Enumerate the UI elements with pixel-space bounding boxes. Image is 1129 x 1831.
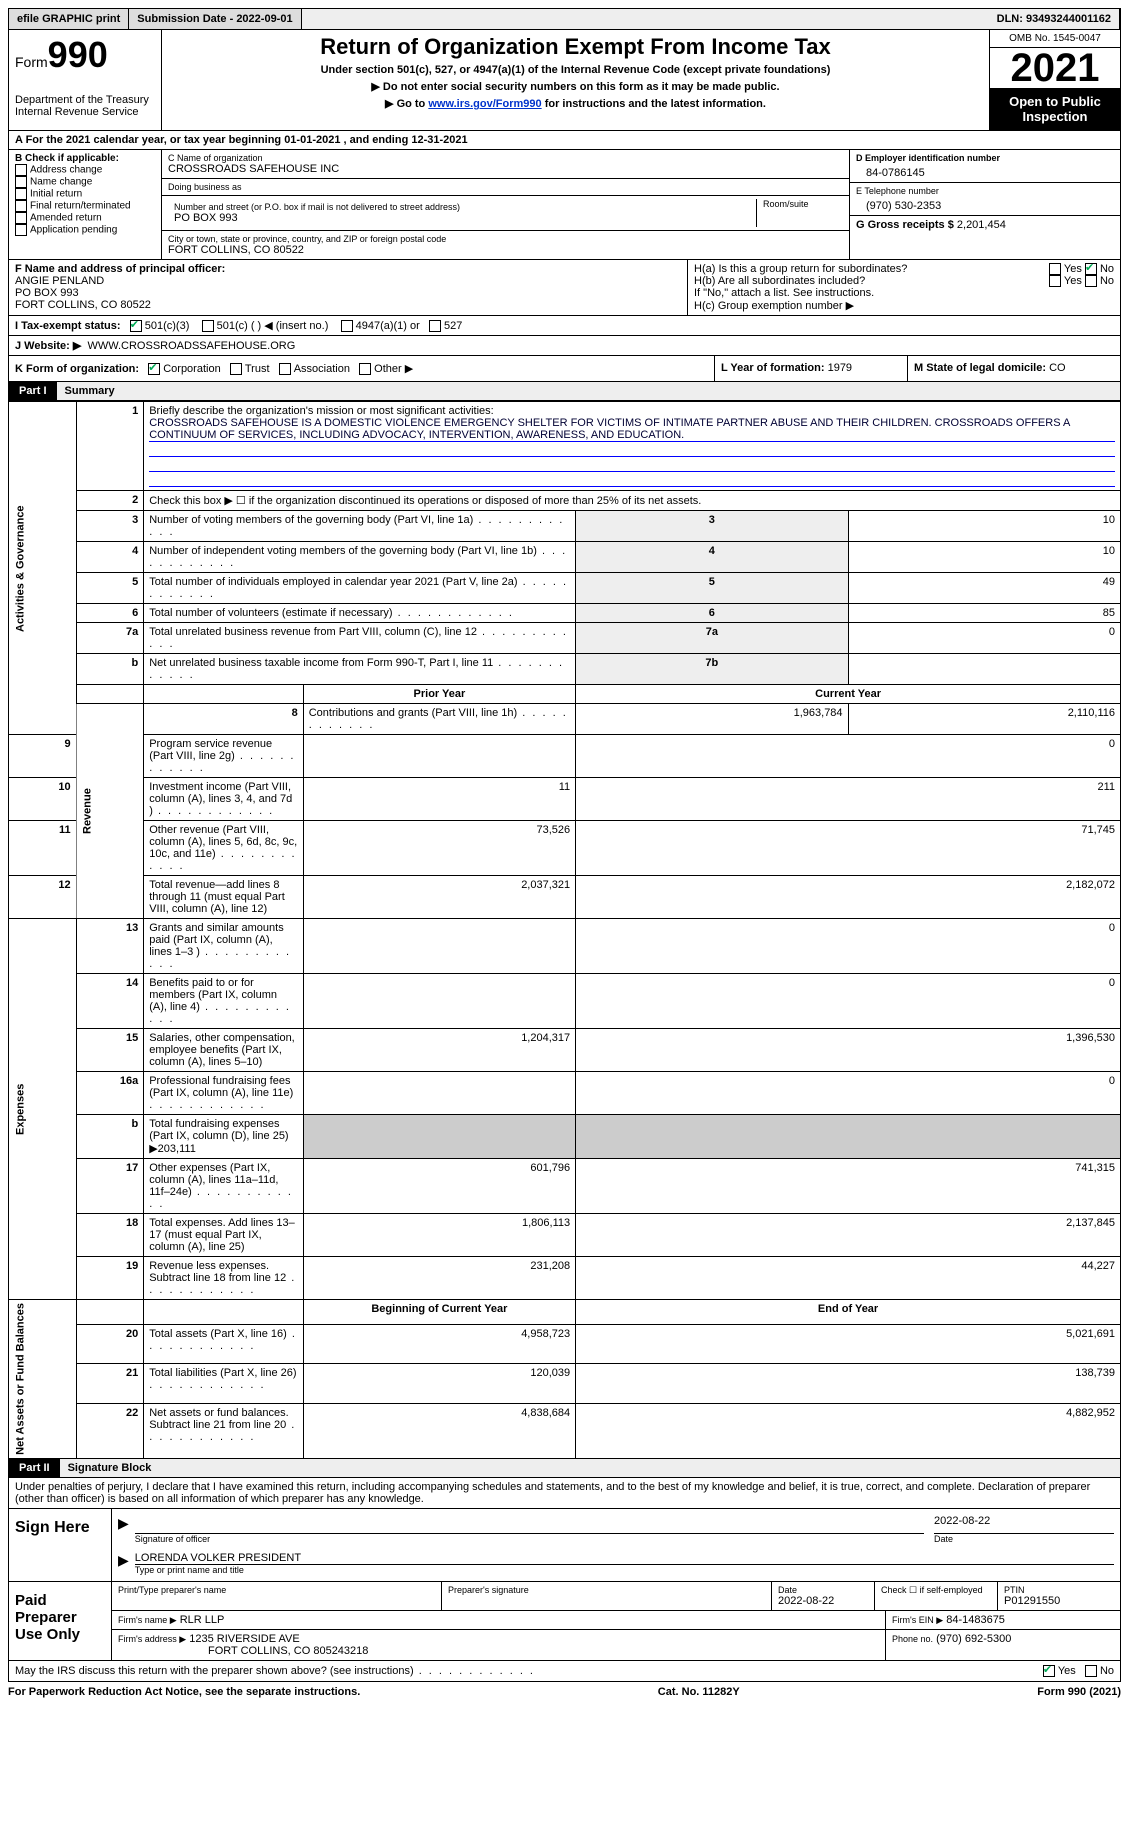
line2-text: Check this box ▶ ☐ if the organization d… (144, 491, 1121, 511)
entity-block: B Check if applicable: Address change Na… (8, 150, 1121, 260)
form-subtitle: Under section 501(c), 527, or 4947(a)(1)… (168, 64, 983, 76)
phone-value: (970) 530-2353 (856, 196, 1114, 212)
side-activities-governance: Activities & Governance (9, 402, 77, 735)
h-b-label: H(b) Are all subordinates included? (694, 275, 1049, 287)
h-c-label: H(c) Group exemption number ▶ (694, 299, 1114, 312)
line7b-value (848, 654, 1120, 685)
state-domicile: CO (1049, 362, 1066, 374)
org-name: CROSSROADS SAFEHOUSE INC (168, 163, 843, 175)
dept-treasury: Department of the Treasury (15, 94, 155, 106)
initial-return-checkbox[interactable] (15, 188, 27, 200)
h-b-note: If "No," attach a list. See instructions… (694, 287, 1114, 299)
tax-year: 2021 (990, 48, 1120, 88)
row-a-tax-year: A For the 2021 calendar year, or tax yea… (8, 131, 1121, 150)
instructions-link[interactable]: www.irs.gov/Form990 (428, 98, 541, 110)
city-value: FORT COLLINS, CO 80522 (168, 244, 843, 256)
firm-phone: (970) 692-5300 (936, 1633, 1011, 1645)
final-return-checkbox[interactable] (15, 200, 27, 212)
sign-here-block: Sign Here ▶ Signature of officer 2022-08… (8, 1509, 1121, 1582)
website-value: WWW.CROSSROADSSAFEHOUSE.ORG (87, 340, 295, 352)
room-suite-label: Room/suite (757, 199, 843, 227)
amended-return-checkbox[interactable] (15, 212, 27, 224)
sig-date-label: Date (934, 1534, 1114, 1544)
name-change-checkbox[interactable] (15, 176, 27, 188)
association-checkbox[interactable] (279, 363, 291, 375)
mission-text: CROSSROADS SAFEHOUSE IS A DOMESTIC VIOLE… (149, 417, 1115, 442)
street-value: PO BOX 993 (174, 212, 750, 224)
form-number: Form990 (15, 34, 155, 76)
discuss-yes-checkbox[interactable] (1043, 1665, 1055, 1677)
form-header: Form990 Department of the Treasury Inter… (8, 30, 1121, 131)
officer-name-label: Type or print name and title (135, 1565, 1114, 1575)
dba-label: Doing business as (168, 182, 843, 192)
firm-addr1: 1235 RIVERSIDE AVE (189, 1633, 299, 1645)
line3-value: 10 (848, 511, 1120, 542)
top-bar: efile GRAPHIC print Submission Date - 20… (8, 8, 1121, 30)
other-checkbox[interactable] (359, 363, 371, 375)
ein-label: D Employer identification number (856, 153, 1114, 163)
open-to-public: Open to Public Inspection (990, 88, 1120, 130)
box-b: B Check if applicable: Address change Na… (9, 150, 162, 259)
hb-yes-checkbox[interactable] (1049, 275, 1061, 287)
hb-no-checkbox[interactable] (1085, 275, 1097, 287)
527-checkbox[interactable] (429, 320, 441, 332)
trust-checkbox[interactable] (230, 363, 242, 375)
form-org-row: K Form of organization: Corporation Trus… (8, 356, 1121, 382)
h-a-label: H(a) Is this a group return for subordin… (694, 263, 1049, 275)
dln: DLN: 93493244001162 (989, 9, 1120, 29)
form-title: Return of Organization Exempt From Incom… (168, 34, 983, 60)
ha-yes-checkbox[interactable] (1049, 263, 1061, 275)
form-note-2: ▶ Go to www.irs.gov/Form990 for instruct… (168, 97, 983, 110)
discuss-row: May the IRS discuss this return with the… (8, 1661, 1121, 1682)
501c-checkbox[interactable] (202, 320, 214, 332)
officer-addr1: PO BOX 993 (15, 287, 681, 299)
gross-receipts-value: 2,201,454 (957, 219, 1006, 231)
address-change-checkbox[interactable] (15, 164, 27, 176)
sig-officer-label: Signature of officer (135, 1534, 924, 1544)
officer-printed-name: LORENDA VOLKER PRESIDENT (135, 1552, 1114, 1565)
officer-addr2: FORT COLLINS, CO 80522 (15, 299, 681, 311)
officer-block: F Name and address of principal officer:… (8, 260, 1121, 316)
line7a-value: 0 (848, 623, 1120, 654)
city-label: City or town, state or province, country… (168, 234, 843, 244)
line1-label: Briefly describe the organization's miss… (149, 405, 493, 417)
application-pending-checkbox[interactable] (15, 224, 27, 236)
efile-print-button[interactable]: efile GRAPHIC print (9, 9, 129, 29)
ha-no-checkbox[interactable] (1085, 263, 1097, 275)
501c3-checkbox[interactable] (130, 320, 142, 332)
form-note-1: ▶ Do not enter social security numbers o… (168, 80, 983, 93)
declaration-text: Under penalties of perjury, I declare th… (8, 1478, 1121, 1509)
discuss-no-checkbox[interactable] (1085, 1665, 1097, 1677)
part-2-header: Part IISignature Block (8, 1459, 1121, 1478)
tax-exempt-row: I Tax-exempt status: 501(c)(3) 501(c) ( … (8, 316, 1121, 336)
firm-ein: 84-1483675 (946, 1614, 1005, 1626)
4947-checkbox[interactable] (341, 320, 353, 332)
sig-date: 2022-08-22 (934, 1515, 1114, 1534)
phone-label: E Telephone number (856, 186, 1114, 196)
side-expenses: Expenses (9, 919, 77, 1300)
irs-label: Internal Revenue Service (15, 106, 155, 118)
ptin-value: P01291550 (1004, 1595, 1114, 1607)
org-name-label: C Name of organization (168, 153, 843, 163)
paid-preparer-block: Paid Preparer Use Only Print/Type prepar… (8, 1582, 1121, 1661)
side-net-assets: Net Assets or Fund Balances (9, 1300, 77, 1459)
page-footer: For Paperwork Reduction Act Notice, see … (8, 1682, 1121, 1698)
officer-name: ANGIE PENLAND (15, 275, 681, 287)
gross-receipts-label: G Gross receipts $ (856, 219, 954, 231)
line4-value: 10 (848, 542, 1120, 573)
side-revenue: Revenue (76, 704, 144, 919)
part-1-header: Part ISummary (8, 382, 1121, 401)
street-label: Number and street (or P.O. box if mail i… (174, 202, 750, 212)
part-1-table: Activities & Governance 1 Briefly descri… (8, 401, 1121, 1459)
website-row: J Website: ▶ WWW.CROSSROADSSAFEHOUSE.ORG (8, 336, 1121, 356)
officer-label: F Name and address of principal officer: (15, 263, 681, 275)
ein-value: 84-0786145 (856, 163, 1114, 179)
firm-addr2: FORT COLLINS, CO 805243218 (118, 1645, 879, 1657)
submission-date: Submission Date - 2022-09-01 (129, 9, 301, 29)
corporation-checkbox[interactable] (148, 363, 160, 375)
year-formation: 1979 (828, 362, 852, 374)
firm-name: RLR LLP (180, 1614, 225, 1626)
line5-value: 49 (848, 573, 1120, 604)
line6-value: 85 (848, 604, 1120, 623)
